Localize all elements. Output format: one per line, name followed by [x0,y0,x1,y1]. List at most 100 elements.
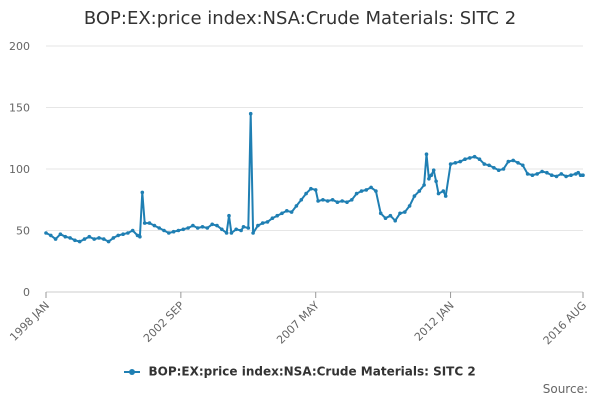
data-point[interactable] [111,236,116,240]
data-point[interactable] [53,237,58,241]
data-point[interactable] [68,236,72,240]
data-point[interactable] [429,173,434,177]
data-point[interactable] [525,172,530,176]
data-point[interactable] [140,190,145,195]
data-point[interactable] [126,231,130,235]
data-point[interactable] [195,226,200,230]
data-point[interactable] [345,200,349,204]
data-point[interactable] [441,189,446,193]
data-point[interactable] [417,189,422,193]
data-point[interactable] [248,111,253,116]
data-point[interactable] [576,170,580,175]
data-point[interactable] [321,198,325,202]
data-point[interactable] [492,166,496,170]
data-point[interactable] [260,221,265,225]
data-point[interactable] [313,188,318,192]
data-point[interactable] [335,200,340,204]
data-point[interactable] [407,204,412,208]
data-point[interactable] [58,232,63,236]
data-point[interactable] [102,237,106,241]
data-point[interactable] [186,226,190,230]
data-point[interactable] [325,199,330,203]
data-point[interactable] [309,186,313,191]
data-point[interactable] [220,227,224,232]
data-point[interactable] [496,168,501,172]
data-point[interactable] [581,173,585,177]
data-point[interactable] [393,218,398,223]
data-point[interactable] [224,231,229,235]
data-point[interactable] [304,191,308,196]
data-point[interactable] [369,185,373,190]
data-point[interactable] [354,191,359,196]
data-point[interactable] [350,198,354,202]
data-point[interactable] [121,232,125,236]
data-point[interactable] [540,169,544,174]
data-point[interactable] [77,239,82,244]
data-point[interactable] [171,229,176,234]
data-point[interactable] [191,223,195,228]
data-point[interactable] [340,199,345,203]
data-point[interactable] [434,179,438,184]
data-point[interactable] [265,220,270,224]
data-point[interactable] [559,172,564,176]
data-point[interactable] [330,198,335,202]
data-point[interactable] [359,189,364,193]
data-point[interactable] [506,159,511,164]
data-point[interactable] [152,223,157,228]
data-point[interactable] [472,154,477,159]
data-point[interactable] [463,157,467,161]
data-point[interactable] [448,162,453,166]
data-point[interactable] [215,223,219,228]
data-point[interactable] [530,173,535,177]
data-point[interactable] [516,161,520,165]
data-point[interactable] [398,211,402,216]
data-point[interactable] [422,183,426,187]
data-point[interactable] [285,209,289,213]
data-point[interactable] [511,158,515,163]
data-point[interactable] [130,228,135,233]
data-point[interactable] [73,238,77,243]
data-point[interactable] [116,233,120,238]
data-point[interactable] [316,199,320,203]
data-point[interactable] [200,225,205,229]
data-point[interactable] [82,237,87,241]
data-point[interactable] [162,228,166,233]
data-point[interactable] [142,221,147,225]
data-point[interactable] [564,174,568,179]
data-point[interactable] [453,161,458,165]
series-line[interactable] [45,112,583,243]
data-point[interactable] [424,152,429,156]
data-point[interactable] [280,211,284,216]
data-point[interactable] [545,170,549,175]
data-point[interactable] [210,222,214,227]
data-point[interactable] [275,213,280,218]
data-point[interactable] [294,204,299,208]
data-point[interactable] [234,227,238,232]
data-point[interactable] [458,159,463,164]
data-point[interactable] [388,213,393,218]
data-point[interactable] [239,228,243,233]
data-point[interactable] [468,156,472,160]
data-point[interactable] [63,234,68,239]
data-point[interactable] [436,191,441,196]
data-point[interactable] [229,231,234,235]
data-point[interactable] [443,194,448,198]
data-point[interactable] [569,173,573,177]
data-point[interactable] [299,198,304,202]
data-point[interactable] [427,177,431,181]
data-point[interactable] [147,221,152,225]
data-point[interactable] [44,231,48,235]
data-point[interactable] [49,233,53,238]
data-point[interactable] [521,163,525,168]
data-point[interactable] [549,173,554,177]
data-point[interactable] [412,194,417,198]
data-point[interactable] [181,227,186,232]
data-point[interactable] [403,210,407,214]
data-point[interactable] [270,216,275,220]
data-point[interactable] [176,228,181,233]
data-point[interactable] [157,226,161,230]
data-point[interactable] [378,211,383,216]
data-point[interactable] [241,225,246,229]
data-point[interactable] [256,223,260,228]
legend[interactable]: BOP:EX:price index:NSA:Crude Materials: … [0,364,600,379]
